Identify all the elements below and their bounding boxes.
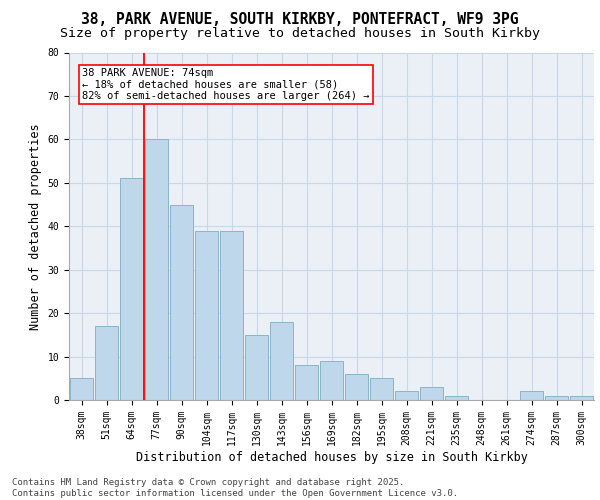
Bar <box>370 378 394 400</box>
Bar <box>344 374 368 400</box>
Bar <box>119 178 143 400</box>
Bar <box>545 396 568 400</box>
Bar <box>419 387 443 400</box>
Text: 38 PARK AVENUE: 74sqm
← 18% of detached houses are smaller (58)
82% of semi-deta: 38 PARK AVENUE: 74sqm ← 18% of detached … <box>82 68 370 101</box>
Bar <box>445 396 469 400</box>
Bar <box>145 140 169 400</box>
Text: Size of property relative to detached houses in South Kirkby: Size of property relative to detached ho… <box>60 28 540 40</box>
Text: 38, PARK AVENUE, SOUTH KIRKBY, PONTEFRACT, WF9 3PG: 38, PARK AVENUE, SOUTH KIRKBY, PONTEFRAC… <box>81 12 519 28</box>
Bar <box>220 230 244 400</box>
Bar <box>520 392 544 400</box>
Bar <box>295 365 319 400</box>
Bar <box>569 396 593 400</box>
X-axis label: Distribution of detached houses by size in South Kirkby: Distribution of detached houses by size … <box>136 450 527 464</box>
Text: Contains HM Land Registry data © Crown copyright and database right 2025.
Contai: Contains HM Land Registry data © Crown c… <box>12 478 458 498</box>
Bar <box>395 392 418 400</box>
Bar <box>70 378 94 400</box>
Bar <box>245 335 268 400</box>
Bar <box>170 204 193 400</box>
Bar <box>194 230 218 400</box>
Y-axis label: Number of detached properties: Number of detached properties <box>29 123 42 330</box>
Bar <box>95 326 118 400</box>
Bar <box>269 322 293 400</box>
Bar <box>320 361 343 400</box>
